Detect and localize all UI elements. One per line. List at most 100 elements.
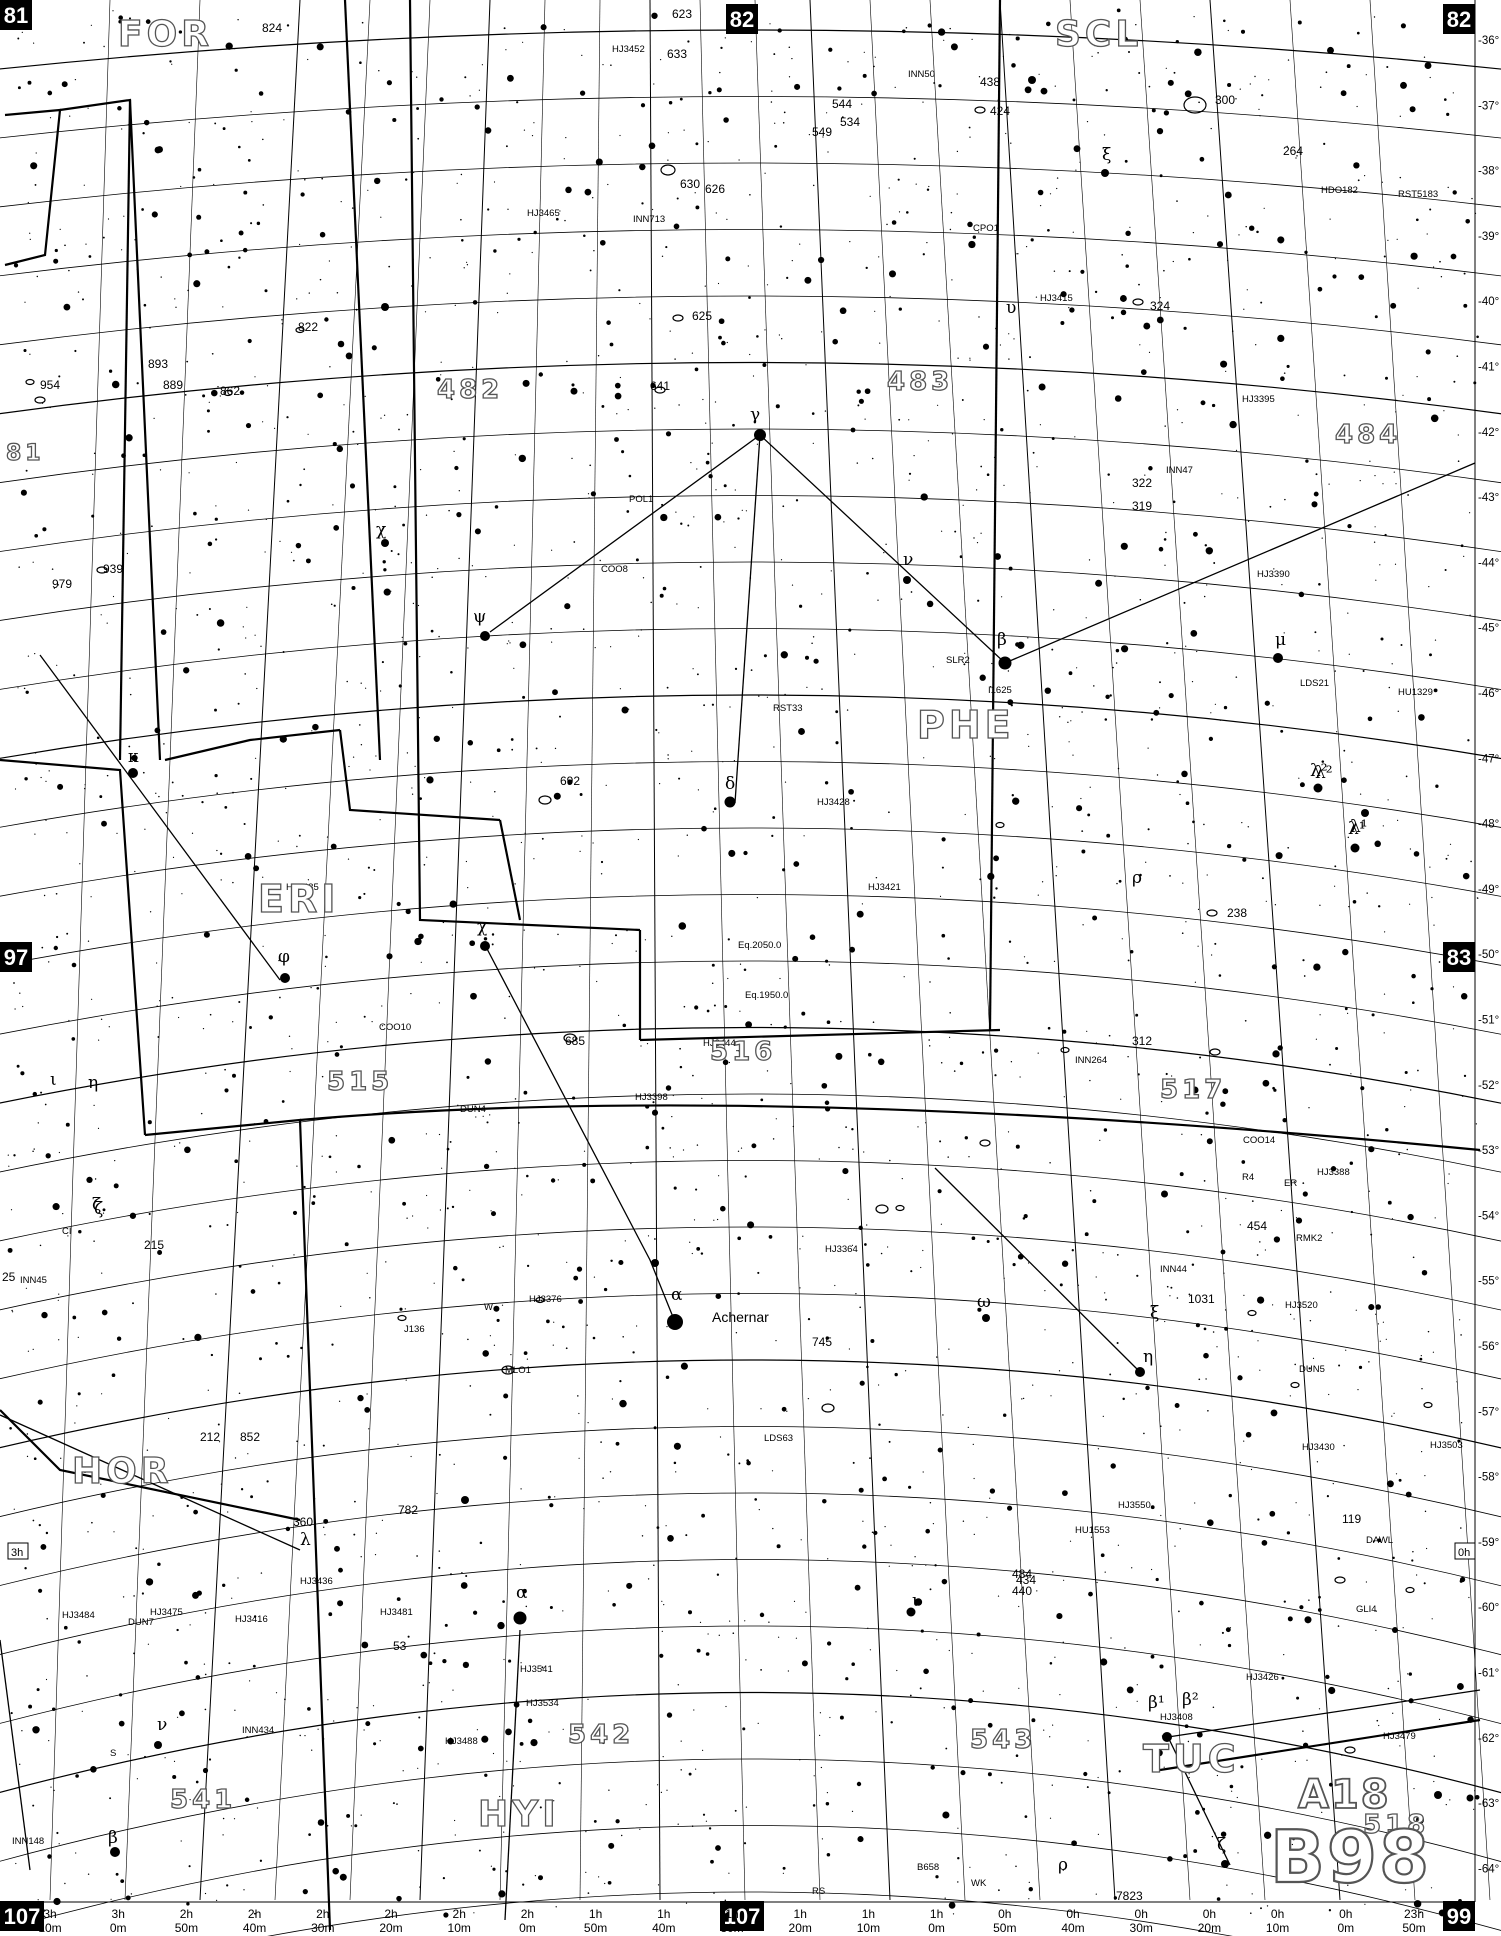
star: [826, 1853, 831, 1857]
star: [245, 637, 247, 639]
star: [1184, 1724, 1189, 1729]
star: [1041, 881, 1044, 883]
star: [744, 1175, 747, 1178]
star: [90, 896, 92, 898]
field-number: 515: [327, 1067, 393, 1097]
star: [602, 1477, 604, 1479]
star: [1127, 959, 1130, 962]
star: [1107, 473, 1110, 476]
star: [788, 46, 791, 49]
star: [794, 83, 801, 90]
star: [1387, 1687, 1390, 1690]
star: [982, 343, 990, 350]
star: [324, 1534, 326, 1536]
star: [1377, 1538, 1382, 1543]
object-label: HJ3421: [868, 882, 901, 893]
star: [247, 509, 250, 511]
declination-line: [0, 694, 1501, 760]
star: [253, 1912, 256, 1915]
star: [1174, 652, 1176, 654]
star: [1447, 854, 1449, 857]
star: [673, 1442, 681, 1450]
star: [1342, 948, 1349, 956]
star: [381, 1519, 383, 1521]
bright-star: [461, 1496, 469, 1504]
star: [397, 1443, 399, 1446]
star: [405, 1379, 407, 1381]
star: [864, 418, 866, 420]
star: [1286, 364, 1290, 368]
ra-hour-label: 2h: [453, 1907, 466, 1921]
star: [807, 1317, 811, 1321]
object-label: HJ3444: [703, 1038, 736, 1049]
star: [116, 832, 118, 835]
star: [373, 869, 376, 871]
star: [49, 117, 52, 119]
star: [101, 820, 107, 827]
star: [869, 1649, 872, 1651]
star: [1469, 614, 1471, 616]
star: [1099, 1139, 1101, 1141]
greek-letter-label: ζ: [92, 1195, 101, 1215]
star: [555, 1906, 557, 1908]
star: [932, 666, 935, 668]
star: [49, 406, 51, 409]
star: [1457, 434, 1459, 436]
star: [686, 834, 689, 836]
star: [1293, 1181, 1295, 1183]
star: [1273, 1236, 1281, 1243]
star: [9, 1427, 12, 1430]
star: [818, 1734, 821, 1737]
adjacent-page-box: [0, 942, 32, 972]
star: [1061, 1260, 1069, 1267]
star: [1226, 1884, 1228, 1886]
star: [568, 782, 570, 784]
star: [360, 1556, 362, 1558]
object-label: W: [484, 1302, 493, 1313]
star: [260, 645, 262, 647]
star: [1068, 741, 1070, 743]
bright-star: [1101, 169, 1109, 177]
star: [13, 982, 15, 984]
star: [948, 1649, 950, 1652]
star: [383, 568, 387, 572]
star: [1082, 924, 1084, 926]
star: [665, 1085, 672, 1091]
star: [202, 1767, 209, 1774]
star: [215, 1899, 218, 1902]
star: [27, 1350, 30, 1352]
star: [746, 1460, 751, 1466]
star: [1229, 1627, 1232, 1629]
adjacent-page-box: [0, 1901, 44, 1931]
star: [598, 1876, 600, 1878]
star: [1051, 648, 1054, 651]
star: [928, 1039, 931, 1041]
star: [842, 1168, 849, 1175]
star: [600, 873, 603, 875]
star: [821, 1082, 828, 1089]
star: [406, 1217, 408, 1219]
star: [1429, 208, 1432, 211]
star: [766, 696, 769, 698]
star: [481, 1735, 489, 1743]
star: [661, 1630, 663, 1632]
greek-letter-label: δ: [725, 774, 735, 794]
star: [1094, 44, 1096, 47]
star: [264, 551, 266, 553]
star: [1364, 175, 1366, 177]
star: [335, 1171, 337, 1173]
star: [513, 544, 516, 546]
star: [32, 1348, 34, 1350]
star: [1120, 309, 1127, 316]
star: [1243, 1440, 1245, 1442]
star: [381, 1005, 383, 1007]
star: [592, 197, 594, 199]
star: [493, 249, 497, 253]
field-number: 482: [437, 375, 503, 405]
star: [825, 1802, 830, 1806]
star: [1319, 904, 1321, 907]
star: [57, 1299, 59, 1301]
star: [1140, 369, 1147, 375]
star: [1024, 1815, 1028, 1818]
star: [949, 228, 952, 231]
